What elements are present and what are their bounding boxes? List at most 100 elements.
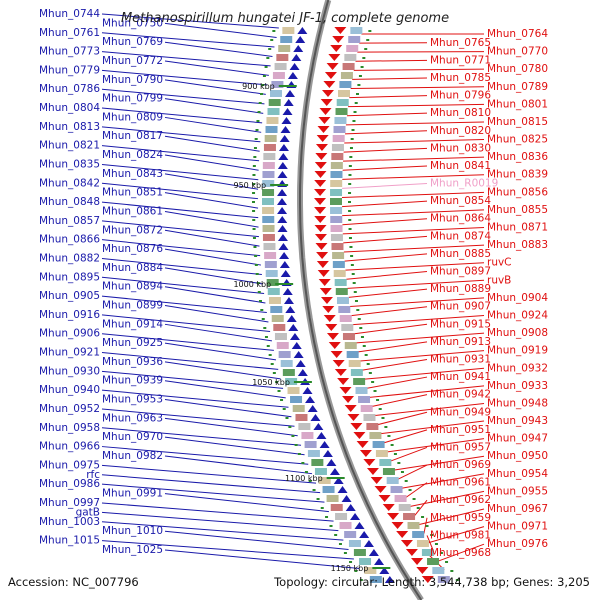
leader-line-left bbox=[164, 60, 269, 76]
cog-block-right bbox=[342, 333, 355, 340]
track-tick-left bbox=[349, 561, 353, 563]
cog-block-left bbox=[280, 360, 293, 367]
gene-label-left: Mhun_0809 bbox=[102, 111, 163, 123]
leader-line-left bbox=[164, 267, 264, 285]
leader-line-left bbox=[101, 464, 317, 484]
track-tick-right bbox=[450, 570, 454, 572]
gene-arrow-left-strand bbox=[374, 558, 385, 565]
leader-line-left bbox=[164, 455, 313, 475]
track-tick-right bbox=[348, 237, 352, 239]
gene-label-left: Mhun_0861 bbox=[102, 205, 163, 217]
cog-block-left bbox=[339, 522, 352, 529]
gene-arrow-right-strand bbox=[350, 423, 363, 430]
gene-label-left: Mhun_0813 bbox=[39, 121, 100, 133]
gene-arrow-right-strand bbox=[334, 369, 347, 376]
gene-label-right: Mhun_0841 bbox=[430, 160, 491, 172]
leader-line-left bbox=[101, 145, 260, 162]
gene-label-left: Mhun_0799 bbox=[102, 93, 163, 105]
leader-line-left bbox=[101, 521, 344, 541]
track-tick-right bbox=[408, 489, 412, 491]
track-tick-left bbox=[253, 147, 257, 149]
leader-line-left bbox=[101, 370, 284, 389]
cog-block-right bbox=[340, 72, 353, 79]
cog-block-right bbox=[386, 477, 399, 484]
track-tick-left bbox=[288, 426, 292, 428]
gene-label-right: Mhun_0874 bbox=[430, 230, 491, 242]
cog-block-right bbox=[330, 207, 343, 214]
gene-arrow-left-strand bbox=[333, 477, 344, 484]
cog-block-right bbox=[330, 171, 343, 178]
track-tick-right bbox=[354, 102, 358, 104]
cog-block-right bbox=[353, 378, 366, 385]
leader-line-right bbox=[357, 51, 485, 53]
track-tick-right bbox=[349, 246, 353, 248]
cog-block-left bbox=[278, 351, 291, 358]
leader-line-left bbox=[164, 173, 259, 190]
cog-block-left bbox=[353, 549, 366, 556]
gene-label-right: Mhun_0915 bbox=[430, 318, 491, 330]
gene-arrow-left-strand bbox=[277, 189, 288, 196]
gene-label-right: Mhun_0897 bbox=[430, 266, 491, 278]
gene-label-right: Mhun_0820 bbox=[430, 125, 491, 137]
gene-label-right: Mhun_0855 bbox=[487, 204, 548, 216]
leader-line-left bbox=[164, 399, 292, 418]
leader-line-left bbox=[101, 483, 325, 503]
cog-block-right bbox=[330, 225, 343, 232]
track-tick-left bbox=[266, 345, 270, 347]
cog-block-right bbox=[331, 153, 344, 160]
cog-block-right bbox=[421, 549, 434, 556]
cog-block-left bbox=[262, 234, 275, 241]
gene-arrow-left-strand bbox=[291, 54, 302, 61]
gene-label-left: Mhun_0804 bbox=[39, 102, 100, 114]
gene-label-left: Mhun_0963 bbox=[102, 412, 163, 424]
gene-arrow-right-strand bbox=[411, 558, 424, 565]
leader-line-left bbox=[101, 32, 275, 48]
leader-line-left bbox=[164, 323, 273, 342]
leader-line-right bbox=[355, 59, 428, 62]
track-tick-right bbox=[354, 300, 358, 302]
gene-label-left: Mhun_0905 bbox=[39, 290, 100, 302]
gene-label-left: Mhun_0894 bbox=[102, 281, 163, 293]
leader-line-left bbox=[164, 116, 262, 133]
cog-block-right bbox=[432, 567, 445, 574]
gene-arrow-left-strand bbox=[326, 459, 337, 466]
leader-line-left bbox=[101, 408, 295, 427]
track-tick-left bbox=[297, 453, 301, 455]
track-tick-left bbox=[252, 210, 256, 212]
cog-block-right bbox=[358, 396, 371, 403]
cog-block-left bbox=[271, 315, 284, 322]
gene-arrow-left-strand bbox=[286, 315, 297, 322]
kbp-marker-label: 1050 kbp bbox=[252, 378, 290, 387]
leader-line-right bbox=[341, 191, 485, 198]
leader-line-left bbox=[164, 154, 259, 171]
gene-label-right: Mhun_0810 bbox=[430, 107, 491, 119]
track-tick-left bbox=[338, 543, 342, 545]
cog-block-left bbox=[268, 99, 281, 106]
gene-label-right: Mhun_0951 bbox=[430, 424, 491, 436]
gene-arrow-left-strand bbox=[341, 495, 352, 502]
gene-arrow-left-strand bbox=[283, 99, 294, 106]
gene-label-right: Mhun_0885 bbox=[430, 248, 491, 260]
track-tick-left bbox=[334, 534, 338, 536]
gene-label-right: Mhun_0955 bbox=[487, 485, 548, 497]
leader-line-left bbox=[101, 107, 263, 124]
gene-arrow-left-strand bbox=[278, 243, 289, 250]
leader-line-left bbox=[164, 192, 259, 209]
track-tick-right bbox=[360, 336, 364, 338]
gene-arrow-left-strand bbox=[278, 144, 289, 151]
track-tick-left bbox=[262, 75, 266, 77]
leader-line-left bbox=[164, 493, 329, 513]
gene-arrow-left-strand bbox=[282, 288, 293, 295]
gene-arrow-right-strand bbox=[323, 81, 336, 88]
gene-label-left: Mhun_0872 bbox=[102, 224, 163, 236]
track-tick-left bbox=[359, 579, 363, 581]
track-tick-left bbox=[258, 102, 262, 104]
leader-line-left bbox=[101, 540, 354, 560]
cog-block-left bbox=[285, 378, 298, 385]
track-tick-left bbox=[308, 480, 312, 482]
gene-label-right: Mhun_0957 bbox=[430, 441, 491, 453]
track-tick-right bbox=[353, 291, 357, 293]
leader-line-left bbox=[101, 239, 261, 257]
track-tick-left bbox=[252, 192, 256, 194]
